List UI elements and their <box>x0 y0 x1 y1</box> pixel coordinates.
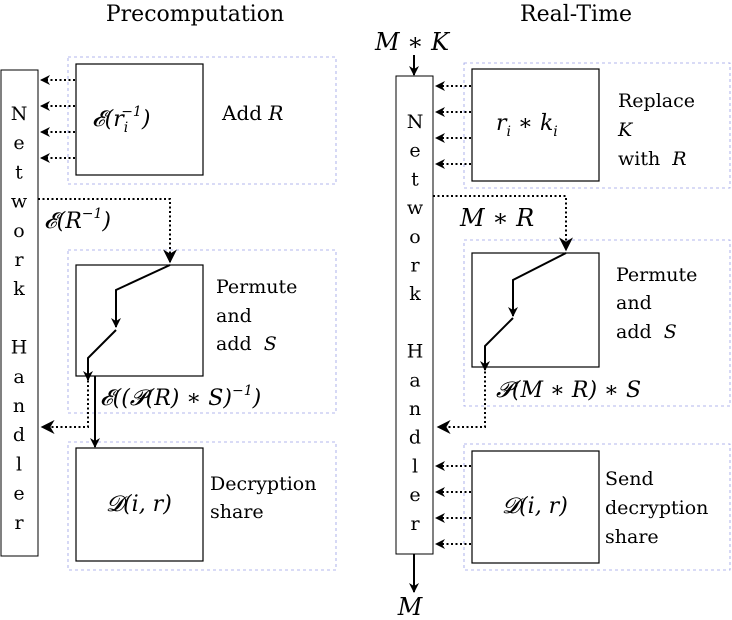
dotted-arrow-back-to-handler-right <box>436 367 486 434</box>
dotted-arrow-to-permute-left <box>38 198 177 264</box>
dotted-arrows-to-handler-left <box>40 75 75 163</box>
box-blinded-keys-label: ri ∗ ki <box>496 111 558 140</box>
dotted-arrow-back-to-handler-left <box>40 376 89 434</box>
handler-letter: d <box>409 427 421 449</box>
network-handler-left <box>0 69 39 557</box>
handler-letter: k <box>13 278 25 300</box>
encrypt-r-inverse-label: 𝓔(R−1) <box>44 206 111 234</box>
handler-letter: d <box>13 424 25 446</box>
dotted-arrows-to-handler-right <box>435 81 471 169</box>
handler-letter: r <box>14 512 24 534</box>
encrypt-permuted-label: 𝓔((𝓟(R) ∗ S)−1) <box>100 383 261 411</box>
handler-letter: r <box>410 513 420 535</box>
handler-letter: w <box>407 197 424 219</box>
permute-path-right <box>480 252 567 371</box>
box-encrypt-r-inverse-label: 𝓔(ri−1) <box>92 104 150 136</box>
handler-letter: N <box>11 103 28 125</box>
handler-letter: H <box>407 341 424 363</box>
handler-letter: e <box>13 132 24 154</box>
decryption-note-right: Send decryption share <box>605 468 714 548</box>
handler-letter: a <box>409 369 420 391</box>
handler-letter: o <box>13 220 24 242</box>
box-decryption-left-label: 𝓓(i, r) <box>106 492 172 517</box>
permute-note-left: Permute and add S <box>216 276 303 355</box>
frame-decryption-left <box>67 441 337 571</box>
frame-replace-k <box>463 62 731 189</box>
handler-letter: k <box>409 283 421 305</box>
add-r-note: Add R <box>221 101 283 125</box>
handler-letter: n <box>409 398 421 420</box>
handler-letter: n <box>13 395 25 417</box>
frame-decryption-right <box>463 443 731 571</box>
handler-letter: o <box>409 226 420 248</box>
box-blinded-keys <box>471 68 600 182</box>
box-decryption-left <box>75 447 204 562</box>
handler-letter: r <box>410 255 420 277</box>
output-label: M <box>397 593 424 620</box>
handler-letter: l <box>412 455 418 477</box>
handler-letter: t <box>15 161 23 183</box>
frame-permute-left <box>67 249 337 414</box>
handler-letter: H <box>11 337 28 359</box>
decryption-note-left: Decryption share <box>210 473 323 523</box>
handler-letter: a <box>13 366 24 388</box>
precomputation-title: Precomputation <box>106 2 284 27</box>
handler-letter: t <box>411 168 419 190</box>
realtime-title: Real-Time <box>520 2 632 27</box>
frame-permute-right <box>463 239 731 407</box>
handler-letter: e <box>409 140 420 162</box>
frame-add-r <box>67 56 337 185</box>
input-label: M ∗ K <box>374 28 451 56</box>
handler-letter: N <box>407 111 424 133</box>
permute-path-left <box>83 264 171 381</box>
handler-letter: r <box>14 249 24 271</box>
handler-letter: e <box>13 483 24 505</box>
box-permute-right <box>471 252 600 368</box>
handler-letter: w <box>11 191 28 213</box>
box-encrypt-r-inverse <box>75 63 204 176</box>
permute-note-right: Permute and add S <box>616 264 703 343</box>
box-decryption-right-label: 𝓓(i, r) <box>502 494 568 519</box>
box-decryption-right <box>471 450 600 564</box>
replace-k-note: Replace K with R <box>617 90 701 170</box>
dotted-arrows-to-handler-right-bottom <box>435 461 471 549</box>
m-times-r-label: M ∗ R <box>459 204 534 232</box>
box-permute-left <box>75 264 204 377</box>
handler-letter: l <box>16 453 22 475</box>
permuted-message-label: 𝓟(M ∗ R) ∗ S <box>496 378 641 403</box>
handler-letter: e <box>409 484 420 506</box>
